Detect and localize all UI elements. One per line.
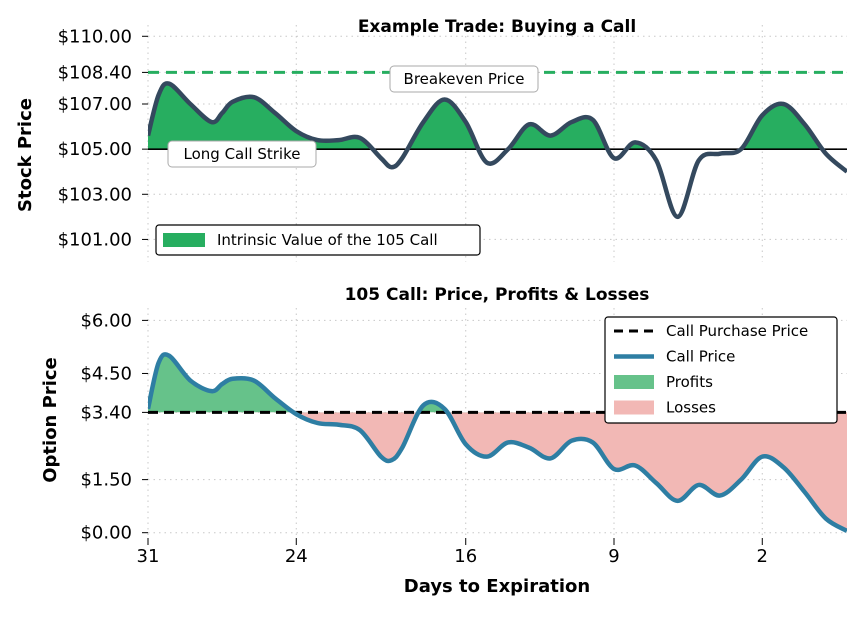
y-tick-label: $6.00 xyxy=(80,310,132,331)
y-tick-label: $110.00 xyxy=(58,26,132,47)
stock-price-panel: Example Trade: Buying a Call $110.00 $108… xyxy=(15,17,847,262)
breakeven-label: Breakeven Price xyxy=(404,70,525,88)
x-tick-label: 9 xyxy=(608,546,619,567)
x-tick-label: 2 xyxy=(757,546,768,567)
strike-label: Long Call Strike xyxy=(184,145,301,163)
x-tick-label: 24 xyxy=(285,546,308,567)
legend-label-profits: Profits xyxy=(666,373,713,391)
legend-label-intrinsic-value: Intrinsic Value of the 105 Call xyxy=(217,231,438,249)
option-price-axis-label: Option Price xyxy=(40,357,61,483)
legend-label-call-price: Call Price xyxy=(666,348,735,366)
stock-chart-title: Example Trade: Buying a Call xyxy=(358,17,636,37)
y-tick-label: $105.00 xyxy=(58,139,132,160)
y-tick-label: $4.50 xyxy=(80,363,132,384)
option-price-panel: 105 Call: Price, Profits & Losses $6.00 $… xyxy=(40,285,847,597)
legend-label-call-purchase-price: Call Purchase Price xyxy=(666,322,808,340)
call-price-line xyxy=(148,352,847,533)
x-axis-label: Days to Expiration xyxy=(404,576,590,597)
stock-price-line xyxy=(148,81,847,220)
option-legend: Call Purchase Price Call Price Profits Loss… xyxy=(604,316,838,424)
y-tick-label: $3.40 xyxy=(80,402,132,423)
legend-swatch-profits xyxy=(614,375,654,389)
profits-area xyxy=(148,354,448,413)
y-tick-label: $101.00 xyxy=(58,229,132,250)
legend-patch-intrinsic-value xyxy=(163,233,205,247)
y-tick-label: $103.00 xyxy=(58,184,132,205)
stock-price-axis-label: Stock Price xyxy=(15,98,36,212)
losses-area xyxy=(148,412,847,531)
y-tick-label: $0.00 xyxy=(80,523,132,544)
y-tick-label: $108.40 xyxy=(58,62,132,83)
y-tick-label: $107.00 xyxy=(58,94,132,115)
legend-label-losses: Losses xyxy=(666,399,716,417)
legend-swatch-losses xyxy=(614,400,654,415)
option-chart-title: 105 Call: Price, Profits & Losses xyxy=(345,285,650,305)
x-tick-label: 31 xyxy=(137,546,160,567)
strike-annotation: Long Call Strike xyxy=(167,140,317,168)
y-tick-label: $1.50 xyxy=(80,470,132,491)
stock-legend: Intrinsic Value of the 105 Call xyxy=(155,224,481,256)
x-tick-label: 16 xyxy=(454,546,477,567)
breakeven-annotation: Breakeven Price xyxy=(389,65,539,93)
